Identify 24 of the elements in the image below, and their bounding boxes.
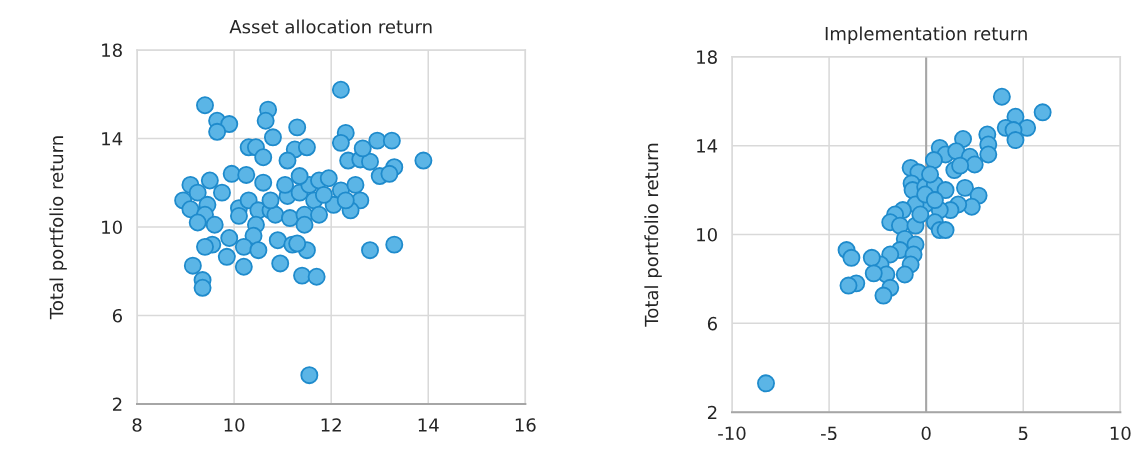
y-tick-label: 10 bbox=[697, 227, 717, 242]
x-tick-label: -10 bbox=[718, 426, 746, 441]
y-tick-label: 2 bbox=[112, 397, 122, 411]
y-tick-label: 18 bbox=[697, 50, 717, 64]
y-tick-label: 14 bbox=[697, 139, 718, 153]
y-axis-title: Total portfolio return bbox=[644, 143, 662, 327]
chart-title: Asset allocation return bbox=[229, 19, 432, 34]
x-tick-label: 10 bbox=[224, 418, 245, 432]
x-tick-label: 16 bbox=[515, 418, 536, 432]
y-tick-label: 6 bbox=[112, 308, 123, 323]
x-tick-label: 5 bbox=[1018, 426, 1028, 441]
chart-title: Implementation return bbox=[825, 26, 1027, 44]
x-tick-label: -5 bbox=[820, 426, 837, 441]
x-tick-label: 12 bbox=[321, 418, 341, 432]
x-tick-label: 14 bbox=[418, 418, 439, 432]
y-tick-label: 6 bbox=[707, 316, 717, 331]
x-tick-label: 8 bbox=[132, 418, 142, 432]
y-tick-label: 10 bbox=[102, 220, 122, 235]
y-tick-label: 14 bbox=[102, 132, 123, 146]
x-tick-label: 10 bbox=[1110, 426, 1131, 441]
y-axis-title: Total portfolio return bbox=[49, 136, 67, 320]
x-tick-label: 0 bbox=[921, 426, 931, 441]
y-tick-label: 18 bbox=[102, 43, 122, 58]
y-tick-label: 2 bbox=[707, 405, 717, 420]
